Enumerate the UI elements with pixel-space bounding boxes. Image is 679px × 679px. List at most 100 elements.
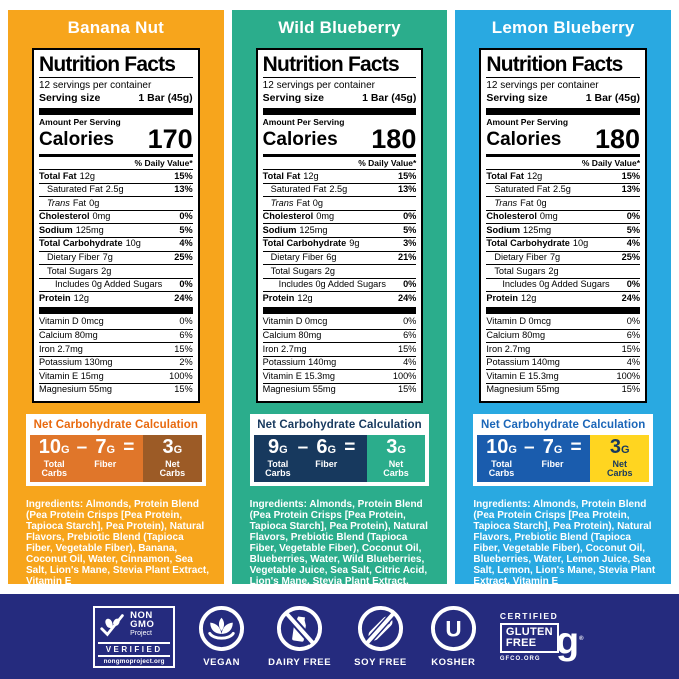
thick-divider (39, 108, 193, 115)
nutrient-daily-value: 3% (403, 238, 417, 249)
net-carb-equation-left: 9G Total Carbs – 6G Fiber = (253, 434, 367, 482)
nutrient-name-italic: Trans (47, 197, 70, 208)
total-carbs-label: Total Carbs (41, 458, 67, 478)
non-gmo-line1: NON (130, 610, 153, 621)
nutrient-row: Protein 12g 24% (262, 291, 417, 305)
vitamin-rows: Vitamin D 0mcg 0% Calcium 80mg 6% Iron 2… (39, 316, 193, 397)
total-carbs-unit: G (61, 443, 70, 456)
vitamin-daily-value: 0% (403, 316, 417, 327)
vitamin-name: Calcium 80mg (486, 330, 546, 341)
vitamin-name: Vitamin E 15.3mg (486, 370, 559, 381)
vitamin-row: Vitamin D 0mcg 0% (39, 316, 193, 329)
calories-value: 180 (371, 124, 417, 154)
nutrition-facts-panel: Nutrition Facts 12 servings per containe… (479, 48, 648, 403)
nutrient-name: Total Fat (39, 170, 77, 181)
nutrient-row: Dietary Fiber 7g 25% (39, 250, 193, 265)
nutrient-name: Fat (72, 197, 87, 208)
nutrient-name: Protein (486, 292, 518, 303)
nutrient-row: Protein 12g 24% (486, 291, 641, 305)
nutrient-daily-value: 25% (174, 252, 193, 263)
nutrient-name: Dietary Fiber (270, 252, 324, 263)
nutrient-name: Protein (262, 292, 295, 303)
nutrient-row: Total Carbohydrate 9g 3% (262, 236, 417, 251)
fiber-unit: G (327, 443, 337, 456)
nutrient-amount: 0mg (539, 211, 558, 222)
thick-divider (262, 108, 417, 115)
vitamin-daily-value: 0% (179, 316, 193, 327)
fiber-term: 6G Fiber (315, 437, 337, 479)
non-gmo-verified-badge: NON GMO Project VERIFIED nongmoproject.o… (93, 605, 176, 668)
ingredients-text: Ingredients: Almonds, Protein Blend (Pea… (8, 499, 224, 585)
vitamin-daily-value: 15% (397, 343, 417, 354)
nutrient-amount: 0mg (316, 211, 335, 222)
net-carb-equation: 9G Total Carbs – 6G Fiber = 3G Net Carbs (253, 434, 426, 482)
nutrient-row: Total Sugars 2g (486, 264, 641, 278)
vitamin-row: Iron 2.7mg 15% (486, 342, 641, 356)
vitamin-daily-value: 0% (626, 316, 641, 327)
fiber-unit: G (553, 443, 563, 456)
nutrient-name: Cholesterol (486, 211, 537, 222)
equals-sign: = (123, 436, 135, 458)
net-carb-calculator: Net Carbohydrate Calculation 9G Total Ca… (249, 413, 430, 486)
nutrient-amount: 7g (102, 252, 113, 263)
nutrient-amount: 125mg (523, 224, 552, 235)
kosher-letter: U (445, 616, 461, 641)
nutrient-name: Total Fat (262, 170, 301, 181)
vitamin-name: Vitamin E 15mg (39, 370, 104, 381)
non-gmo-line3: Project (130, 630, 152, 637)
nutrient-amount: 2.5g (553, 184, 571, 195)
vitamin-name: Calcium 80mg (39, 330, 98, 341)
nutrient-daily-value: 0% (626, 279, 641, 290)
soy-free-label: SOY FREE (354, 657, 407, 668)
net-carb-equation-left: 10G Total Carbs – 7G Fiber = (477, 434, 591, 482)
net-carbs-value: 3 (609, 435, 622, 458)
vitamin-row: Potassium 130mg 2% (39, 355, 193, 370)
nutrient-amount: 0mg (92, 211, 111, 222)
fiber-label: Fiber (541, 458, 564, 469)
vitamin-name: Vitamin D 0mcg (262, 316, 328, 327)
medium-divider (39, 154, 193, 157)
net-carbs-unit: G (621, 443, 630, 456)
net-carb-calculator: Net Carbohydrate Calculation 10G Total C… (26, 413, 206, 486)
flavor-panel: Banana Nut Nutrition Facts 12 servings p… (8, 10, 224, 584)
vitamin-row: Vitamin D 0mcg 0% (263, 316, 417, 329)
serving-size-label: Serving size (39, 92, 101, 104)
ingredients-text: Ingredients: Almonds, Protein Blend (Pea… (232, 499, 448, 585)
net-carb-equation: 10G Total Carbs – 7G Fiber = 3G Net Carb… (30, 434, 202, 482)
nutrient-amount: 0g (536, 197, 547, 208)
vitamin-row: Vitamin D 0mcg 0% (486, 316, 640, 329)
soy-free-badge: SOY FREE (354, 605, 407, 668)
nutrient-daily-value: 24% (397, 292, 417, 303)
calories-label: Calories (262, 129, 338, 150)
fiber-term: 7G Fiber (94, 437, 116, 479)
nutrient-daily-value: 24% (174, 292, 193, 303)
servings-per-container: 12 servings per container (262, 80, 375, 91)
nutrient-daily-value: 0% (403, 211, 417, 222)
nutrient-row: Saturated Fat 2.5g 13% (486, 182, 641, 197)
net-carbs-label: Net Carbs (606, 458, 633, 478)
minus-sign: – (76, 436, 88, 458)
serving-size-value: 1 Bar (45g) (362, 92, 417, 104)
vitamin-name: Iron 2.7mg (39, 343, 83, 354)
daily-value-note: % Daily Value* (581, 158, 641, 168)
vitamin-name: Magnesium 55mg (39, 384, 113, 395)
net-carb-title: Net Carbohydrate Calculation (33, 418, 199, 431)
total-carbs-label: Total Carbs (265, 458, 291, 478)
nutrient-row: Cholesterol 0mg 0% (486, 209, 641, 224)
net-carbs-label: Net Carbs (159, 458, 186, 478)
amount-per-serving-label: Amount Per Serving (262, 117, 345, 127)
nutrient-daily-value: 5% (626, 224, 641, 235)
calories-label: Calories (39, 129, 114, 150)
flavor-panel: Wild Blueberry Nutrition Facts 12 servin… (231, 10, 448, 585)
vitamin-name: Potassium 140mg (486, 357, 560, 368)
nutrient-rows: Total Fat 12g 15% Saturated Fat 2.5g 13% T… (262, 169, 417, 305)
ingredients-label: Ingredients: (26, 498, 84, 510)
daily-value-note: % Daily Value* (358, 158, 417, 168)
vitamin-name: Iron 2.7mg (262, 343, 307, 354)
flavor-panels-container: Banana Nut Nutrition Facts 12 servings p… (8, 10, 672, 585)
nutrient-row: Cholesterol 0mg 0% (39, 209, 193, 224)
thick-divider (39, 306, 193, 314)
nutrient-name: Total Sugars (270, 265, 322, 276)
total-carbs-unit: G (508, 443, 517, 456)
nutrient-row: Cholesterol 0mg 0% (262, 209, 417, 224)
